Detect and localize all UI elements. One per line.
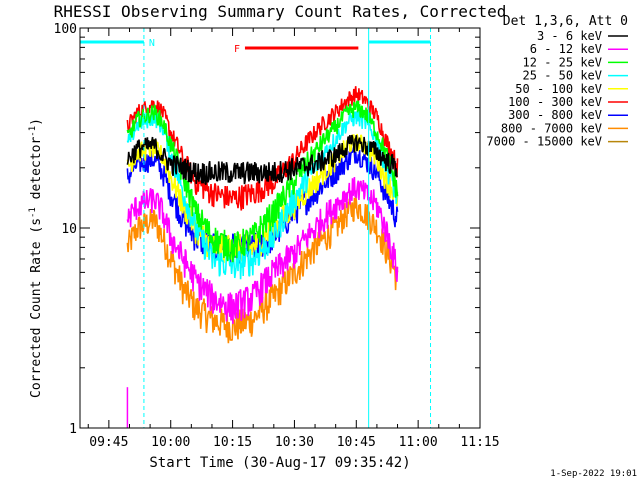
- series-line-4: [126, 133, 399, 264]
- x-tick-label-4: 10:45: [337, 435, 376, 450]
- y-axis-label: Corrected Count Rate (s-1 detector-1): [28, 118, 44, 398]
- x-tick-label-5: 11:00: [399, 435, 438, 450]
- series-line-1: [126, 176, 399, 324]
- legend-label-2: 12 - 25 keV: [523, 55, 602, 69]
- legend-label-5: 100 - 300 keV: [508, 95, 602, 109]
- flag-label-1: F: [234, 44, 240, 55]
- y-tick-label-1: 10: [61, 222, 77, 237]
- series-line-5: [126, 86, 399, 211]
- legend-label-6: 300 - 800 keV: [508, 108, 602, 122]
- x-tick-label-3: 10:30: [275, 435, 314, 450]
- series-line-6: [126, 146, 399, 264]
- x-axis-label: Start Time (30-Aug-17 09:35:42): [149, 455, 410, 471]
- x-tick-label-6: 11:15: [460, 435, 499, 450]
- legend-label-0: 3 - 6 keV: [537, 29, 602, 43]
- legend-header: Det 1,3,6, Att 0: [503, 14, 628, 29]
- series-line-2: [126, 100, 399, 263]
- y-tick-label-2: 100: [54, 22, 77, 37]
- legend-label-8: 7000 - 15000 keV: [486, 135, 602, 149]
- legend-label-7: 800 - 7000 keV: [501, 121, 602, 135]
- legend-label-3: 25 - 50 keV: [523, 69, 602, 83]
- chart-title: RHESSI Observing Summary Count Rates, Co…: [54, 2, 507, 21]
- x-tick-label-2: 10:15: [213, 435, 252, 450]
- flag-label-0: N: [149, 38, 155, 49]
- y-tick-label-0: 1: [69, 422, 77, 437]
- series-line-0: [126, 134, 399, 186]
- x-tick-label-0: 09:45: [89, 435, 128, 450]
- plot-area: N F 09:45 10:00 10:15 10:30 10:45 11:00 11:15 1 10…: [54, 22, 500, 450]
- legend-label-4: 50 - 100 keV: [515, 82, 602, 96]
- legend-label-1: 6 - 12 keV: [530, 42, 602, 56]
- footer-date: 1-Sep-2022 19:01: [550, 469, 637, 479]
- x-tick-label-1: 10:00: [151, 435, 190, 450]
